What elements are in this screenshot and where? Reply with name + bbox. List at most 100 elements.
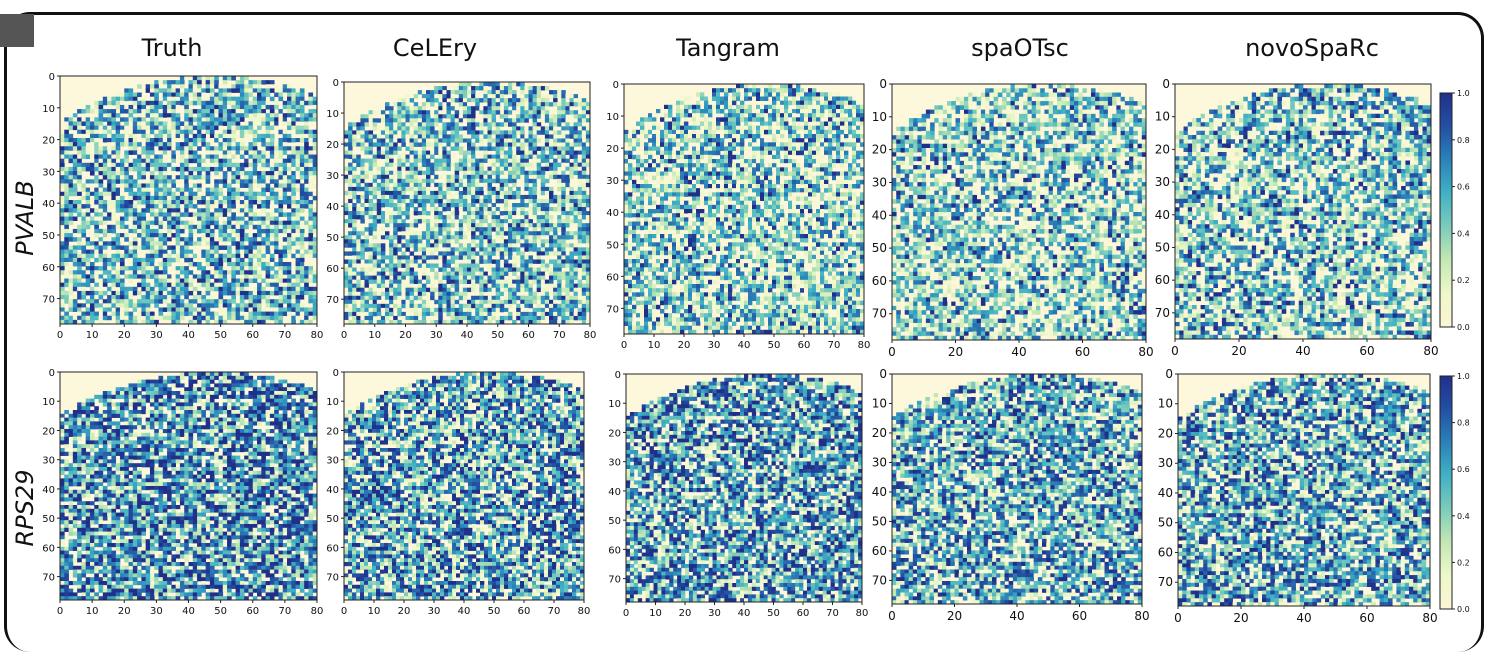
heatmap-cell	[218, 101, 223, 105]
heatmap-cell	[274, 225, 279, 229]
heatmap-cell	[86, 208, 91, 212]
heatmap-cell	[163, 80, 168, 84]
heatmap-cell	[377, 219, 381, 223]
heatmap-cell	[414, 155, 418, 159]
heatmap-cell	[227, 250, 232, 254]
heatmap-cell	[167, 225, 172, 229]
heatmap-cell	[278, 150, 283, 154]
heatmap-cell	[488, 98, 492, 102]
heatmap-cell	[524, 94, 528, 98]
heatmap-cell	[146, 233, 151, 237]
heatmap-cell	[214, 221, 219, 225]
heatmap-cell	[287, 295, 292, 299]
heatmap-cell	[496, 195, 500, 199]
heatmap-cell	[553, 130, 557, 134]
heatmap-cell	[496, 207, 500, 211]
heatmap-cell	[146, 241, 151, 245]
heatmap-cell	[240, 225, 245, 229]
heatmap-cell	[308, 303, 313, 307]
heatmap-cell	[120, 233, 125, 237]
heatmap-cell	[253, 212, 258, 216]
heatmap-cell	[218, 159, 223, 163]
heatmap-cell	[291, 208, 296, 212]
heatmap-cell	[261, 241, 266, 245]
heatmap-cell	[442, 219, 446, 223]
heatmap-cell	[261, 80, 266, 84]
heatmap-cell	[537, 191, 541, 195]
heatmap-cell	[524, 134, 528, 138]
heatmap-cell	[360, 130, 364, 134]
heatmap-cell	[146, 130, 151, 134]
heatmap-cell	[360, 203, 364, 207]
heatmap-cell	[227, 196, 232, 200]
heatmap-cell	[483, 231, 487, 235]
heatmap-cell	[60, 171, 65, 175]
heatmap-cell	[107, 167, 112, 171]
heatmap-cell	[451, 98, 455, 102]
heatmap-cell	[422, 223, 426, 227]
heatmap-cell	[154, 200, 159, 204]
heatmap-cell	[406, 183, 410, 187]
heatmap-cell	[414, 130, 418, 134]
heatmap-cell	[300, 88, 305, 92]
heatmap-cell	[201, 217, 206, 221]
heatmap-cell	[261, 163, 266, 167]
heatmap-cell	[356, 195, 360, 199]
heatmap-cell	[227, 126, 232, 130]
heatmap-cell	[397, 102, 401, 106]
heatmap-cell	[287, 175, 292, 179]
heatmap-cell	[393, 179, 397, 183]
heatmap-cell	[69, 192, 74, 196]
heatmap-cell	[111, 196, 116, 200]
heatmap-cell	[236, 126, 241, 130]
heatmap-cell	[524, 151, 528, 155]
heatmap-cell	[508, 122, 512, 126]
heatmap-cell	[69, 245, 74, 249]
heatmap-cell	[578, 223, 582, 227]
heatmap-cell	[73, 258, 78, 262]
heatmap-cell	[582, 102, 586, 106]
heatmap-cell	[171, 312, 176, 316]
heatmap-cell	[103, 233, 108, 237]
heatmap-cell	[373, 134, 377, 138]
heatmap-cell	[184, 200, 189, 204]
heatmap-cell	[451, 138, 455, 142]
heatmap-cell	[488, 163, 492, 167]
heatmap-cell	[475, 82, 479, 86]
heatmap-cell	[227, 258, 232, 262]
heatmap-cell	[146, 295, 151, 299]
heatmap-cell	[206, 171, 211, 175]
heatmap-cell	[537, 207, 541, 211]
heatmap-cell	[561, 219, 565, 223]
heatmap-cell	[107, 204, 112, 208]
heatmap-cell	[236, 266, 241, 270]
heatmap-cell	[377, 211, 381, 215]
heatmap-cell	[393, 143, 397, 147]
heatmap-cell	[154, 105, 159, 109]
heatmap-cell	[176, 299, 181, 303]
heatmap-cell	[516, 102, 520, 106]
heatmap-cell	[451, 239, 455, 243]
heatmap-cell	[541, 251, 545, 255]
heatmap-cell	[201, 274, 206, 278]
heatmap-cell	[223, 130, 228, 134]
heatmap-cell	[218, 229, 223, 233]
heatmap-cell	[296, 93, 301, 97]
heatmap-cell	[278, 167, 283, 171]
heatmap-cell	[171, 279, 176, 283]
heatmap-cell	[146, 146, 151, 150]
heatmap-cell	[356, 118, 360, 122]
heatmap-cell	[206, 175, 211, 179]
heatmap-cell	[483, 151, 487, 155]
heatmap-cell	[447, 122, 451, 126]
heatmap-cell	[300, 229, 305, 233]
heatmap-cell	[533, 203, 537, 207]
heatmap-cell	[455, 126, 459, 130]
heatmap-cell	[86, 109, 91, 113]
heatmap-cell	[438, 239, 442, 243]
heatmap-cell	[120, 283, 125, 287]
heatmap-cell	[257, 155, 262, 159]
heatmap-cell	[167, 93, 172, 97]
heatmap-cell	[545, 118, 549, 122]
heatmap-cell	[266, 117, 271, 121]
